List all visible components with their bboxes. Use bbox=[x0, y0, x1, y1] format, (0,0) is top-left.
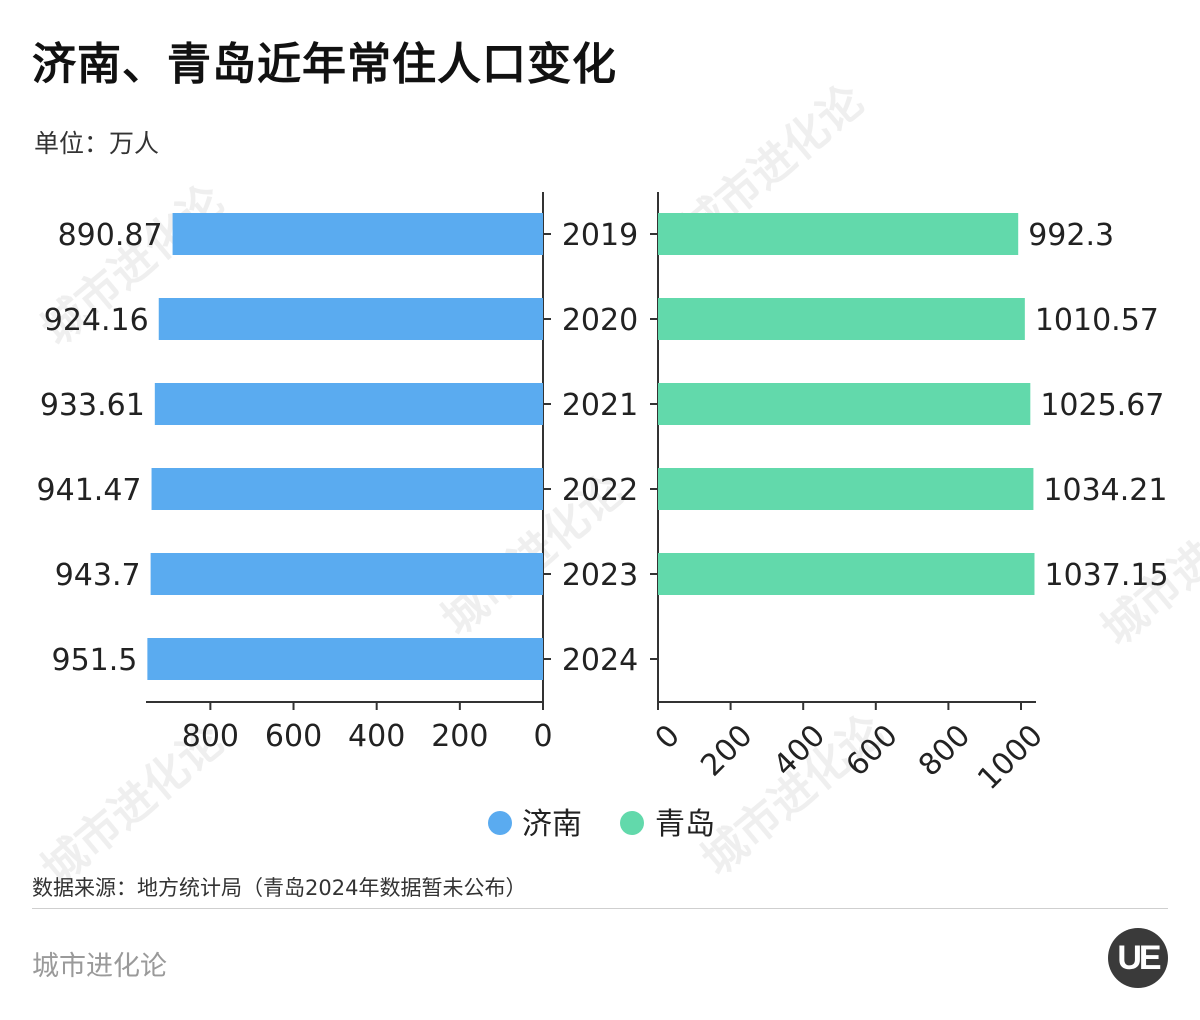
x-tick-label-right: 800 bbox=[912, 718, 977, 783]
chart-title: 济南、青岛近年常住人口变化 bbox=[32, 39, 617, 90]
data-label-jinan: 890.87 bbox=[58, 218, 163, 253]
data-label-jinan: 951.5 bbox=[51, 643, 137, 678]
data-label-jinan: 943.7 bbox=[55, 558, 141, 593]
data-label-jinan: 933.61 bbox=[40, 388, 145, 423]
bar-jinan bbox=[158, 298, 543, 340]
data-label-qingdao: 1025.67 bbox=[1040, 388, 1164, 423]
legend-label-jinan: 济南 bbox=[522, 807, 582, 842]
x-tick-label-left: 400 bbox=[348, 719, 405, 754]
legend-marker-qingdao bbox=[620, 811, 644, 835]
footer-divider bbox=[32, 908, 1168, 909]
bar-qingdao bbox=[658, 213, 1019, 255]
x-tick-label-left: 800 bbox=[182, 719, 239, 754]
data-label-qingdao: 1037.15 bbox=[1044, 558, 1168, 593]
data-label-qingdao: 1034.21 bbox=[1043, 473, 1167, 508]
x-tick-label-right: 0 bbox=[649, 718, 687, 756]
legend-label-qingdao: 青岛 bbox=[655, 807, 715, 842]
bar-jinan bbox=[172, 213, 543, 255]
category-label: 2019 bbox=[562, 218, 638, 253]
x-tick-label-right: 200 bbox=[694, 718, 759, 783]
category-label: 2024 bbox=[562, 643, 638, 678]
bar-jinan bbox=[151, 468, 543, 510]
bar-qingdao bbox=[658, 468, 1034, 510]
data-label-jinan: 941.47 bbox=[37, 473, 142, 508]
bar-qingdao bbox=[658, 298, 1025, 340]
x-tick-label-right: 600 bbox=[839, 718, 904, 783]
bar-jinan bbox=[147, 638, 543, 680]
category-label: 2023 bbox=[562, 558, 638, 593]
category-label: 2021 bbox=[562, 388, 638, 423]
brand-name: 城市进化论 bbox=[32, 951, 167, 982]
unit-label: 单位：万人 bbox=[34, 129, 160, 158]
bar-jinan bbox=[150, 553, 543, 595]
x-tick-label-left: 0 bbox=[533, 719, 552, 754]
x-tick-label-left: 600 bbox=[265, 719, 322, 754]
category-label: 2020 bbox=[562, 303, 638, 338]
bar-qingdao bbox=[658, 383, 1031, 425]
x-tick-label-left: 200 bbox=[431, 719, 488, 754]
data-label-qingdao: 1010.57 bbox=[1035, 303, 1159, 338]
butterfly-bar-chart: 2019 890.87 992.3 2020 924.16 1010.57 2021 933.… bbox=[37, 192, 1169, 842]
legend-marker-jinan bbox=[488, 811, 512, 835]
x-tick-label-right: 1000 bbox=[971, 718, 1050, 797]
bar-qingdao bbox=[658, 553, 1035, 595]
x-tick-label-right: 400 bbox=[767, 718, 832, 783]
data-source: 数据来源：地方统计局（青岛2024年数据暂未公布） bbox=[32, 876, 527, 900]
brand-logo: UE bbox=[1108, 928, 1168, 988]
category-label: 2022 bbox=[562, 473, 638, 508]
data-label-qingdao: 992.3 bbox=[1028, 218, 1114, 253]
bar-jinan bbox=[154, 383, 543, 425]
data-label-jinan: 924.16 bbox=[44, 303, 149, 338]
